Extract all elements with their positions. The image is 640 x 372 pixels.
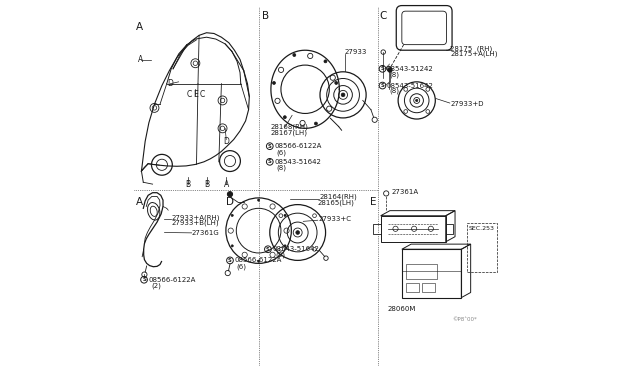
Text: ©P8˄00*: ©P8˄00* [452, 317, 477, 323]
Circle shape [284, 116, 286, 119]
Text: 27933: 27933 [344, 49, 367, 55]
Text: C: C [186, 90, 192, 99]
Text: B: B [186, 180, 191, 189]
Text: E: E [193, 90, 198, 99]
Text: 27361G: 27361G [191, 230, 220, 235]
Text: (8): (8) [389, 71, 399, 78]
Circle shape [388, 68, 392, 72]
Text: D: D [223, 137, 229, 146]
Circle shape [231, 245, 234, 247]
Text: 28060M: 28060M [387, 306, 416, 312]
Text: 08543-51642: 08543-51642 [275, 159, 321, 165]
Text: 27361A: 27361A [392, 189, 419, 195]
Text: C: C [380, 11, 387, 21]
Text: 08566-6122A: 08566-6122A [149, 277, 196, 283]
Text: SEC.253: SEC.253 [468, 226, 495, 231]
Text: (8): (8) [389, 88, 399, 94]
Text: 08566-6122A: 08566-6122A [234, 257, 282, 263]
Circle shape [257, 260, 260, 262]
Text: S: S [142, 277, 146, 282]
Text: 27933+B(LH): 27933+B(LH) [172, 220, 219, 227]
Text: E: E [370, 197, 377, 207]
Text: S: S [268, 144, 271, 149]
Text: 28164(RH): 28164(RH) [319, 194, 357, 201]
Circle shape [284, 214, 286, 217]
Circle shape [324, 60, 327, 63]
Text: D: D [168, 79, 173, 88]
Text: 08543-51642: 08543-51642 [387, 83, 434, 89]
Circle shape [314, 122, 317, 125]
Text: S: S [266, 247, 270, 252]
Bar [406, 264, 437, 279]
Circle shape [293, 54, 296, 57]
Circle shape [415, 99, 418, 102]
Text: A: A [138, 55, 143, 64]
Circle shape [257, 199, 260, 201]
Circle shape [296, 231, 300, 234]
Text: 28168(RH): 28168(RH) [271, 123, 308, 130]
Text: C: C [200, 90, 205, 99]
Circle shape [227, 192, 232, 197]
Text: 27933+A(RH): 27933+A(RH) [172, 214, 220, 221]
Text: S: S [268, 159, 271, 164]
Text: D: D [227, 197, 234, 207]
Text: 28175  (RH): 28175 (RH) [450, 45, 492, 52]
Text: A: A [136, 22, 143, 32]
Circle shape [273, 81, 275, 84]
Circle shape [335, 81, 338, 84]
Text: 08566-6122A: 08566-6122A [275, 143, 322, 149]
Text: A: A [223, 180, 229, 189]
Text: (8): (8) [275, 252, 285, 259]
Text: B: B [262, 11, 269, 21]
Text: S: S [381, 83, 385, 88]
Text: 28167(LH): 28167(LH) [271, 129, 308, 136]
Text: B: B [205, 180, 210, 189]
Text: (6): (6) [277, 149, 287, 156]
Circle shape [284, 245, 286, 247]
Text: 27933+D: 27933+D [450, 101, 484, 107]
Circle shape [341, 93, 345, 97]
Text: 27933+C: 27933+C [318, 217, 351, 222]
Bar [406, 283, 419, 292]
Text: S: S [228, 258, 232, 263]
Bar [422, 283, 435, 292]
Circle shape [231, 214, 234, 217]
Text: A: A [136, 197, 143, 207]
Text: 28175+A(LH): 28175+A(LH) [450, 51, 498, 57]
Text: S: S [381, 66, 385, 71]
Text: (6): (6) [237, 263, 246, 270]
Text: (2): (2) [151, 282, 161, 289]
Text: 08543-51242: 08543-51242 [387, 66, 434, 72]
Text: (8): (8) [277, 165, 287, 171]
Text: 08543-51642: 08543-51642 [273, 246, 319, 252]
Text: 28165(LH): 28165(LH) [317, 199, 355, 206]
